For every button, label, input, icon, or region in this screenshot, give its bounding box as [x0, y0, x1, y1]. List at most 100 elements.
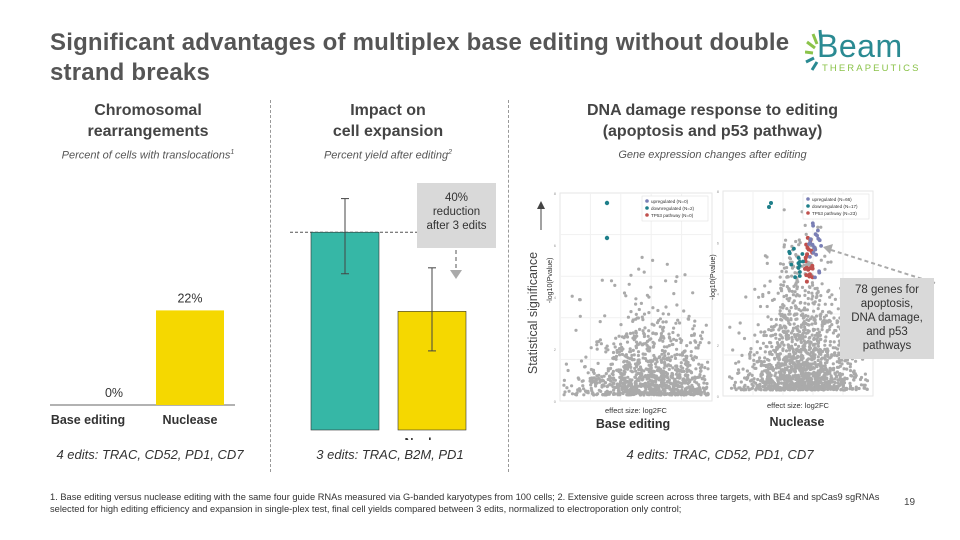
scatter-point: [673, 356, 678, 360]
scatter-point: [634, 369, 638, 373]
slide-title: Significant advantages of multiplex base…: [50, 29, 790, 86]
scatter-point: [660, 378, 665, 383]
scatter-point: [637, 361, 642, 365]
scatter-point: [691, 327, 695, 331]
scatter-point: [665, 262, 669, 266]
scatter-point: [763, 254, 767, 258]
bar-nuclease: [156, 310, 224, 405]
scatter-point: [820, 282, 824, 286]
scatter-point: [654, 357, 659, 361]
scatter-point: [865, 379, 870, 383]
scatter-point: [806, 260, 810, 264]
scatter-point: [685, 386, 689, 390]
scatter-point: [664, 305, 668, 309]
callout-line: DNA damage,: [851, 312, 923, 324]
scatter-point: [780, 375, 784, 380]
scatter-point: [662, 345, 666, 349]
scatter-point: [630, 370, 634, 374]
scatter-point: [621, 347, 625, 351]
scatter-point: [810, 281, 814, 285]
scatter-point: [634, 317, 638, 321]
volcano-base-editing: upregulated (N=0) downregulated (N=2) TP53…: [547, 191, 713, 415]
scatter-point: [633, 385, 637, 389]
scatter-point: [637, 267, 641, 271]
scatter-point: [728, 325, 732, 329]
scatter-point: [809, 380, 813, 385]
up-point: [814, 252, 818, 257]
scatter-point: [678, 384, 682, 389]
panel1-title: Chromosomal rearrangements: [48, 100, 248, 142]
scatter-point: [807, 323, 811, 327]
scatter-point: [794, 306, 798, 310]
scatter-point: [637, 307, 641, 312]
tp53-point: [807, 272, 812, 277]
scatter-point: [757, 387, 761, 391]
scatter-point: [831, 331, 835, 335]
scatter-point: [787, 288, 791, 292]
scatter-point: [789, 306, 793, 310]
scatter-point: [809, 362, 813, 366]
scatter-point: [829, 374, 833, 378]
scatter-point: [786, 329, 790, 333]
scatter-point: [800, 285, 805, 289]
scatter-point: [797, 307, 801, 311]
scatter-point: [615, 382, 620, 386]
scatter-point: [690, 383, 694, 387]
scatter-point: [814, 296, 818, 300]
scatter-point: [799, 362, 803, 367]
scatter-point: [623, 370, 627, 374]
scatter-point: [562, 393, 566, 397]
scatter-point: [617, 350, 622, 354]
scatter-point: [754, 388, 758, 392]
scatter-point: [835, 321, 839, 325]
scatter-point: [582, 387, 586, 391]
scatter-point: [664, 383, 669, 387]
scatter-point: [681, 366, 685, 370]
scatter-point: [678, 375, 682, 379]
scatter-point: [647, 295, 651, 299]
scatter-point: [804, 371, 808, 375]
scatter-point: [827, 371, 831, 375]
scatter-point: [817, 380, 821, 385]
scatter-point: [789, 379, 793, 383]
scatter-point: [630, 357, 634, 361]
scatter-point: [693, 376, 697, 380]
scatter-point: [663, 349, 667, 353]
scatter-point: [827, 288, 831, 292]
scatter-point: [823, 321, 827, 325]
scatter-point: [832, 340, 836, 344]
scatter-point: [687, 314, 691, 318]
scatter-point: [657, 368, 661, 372]
down-point: [801, 259, 805, 264]
scatter-point: [609, 379, 613, 383]
callout-line: pathways: [862, 340, 912, 352]
scatter-point: [658, 325, 662, 329]
scatter-point: [684, 373, 688, 377]
scatter-point: [705, 382, 709, 386]
scatter-point: [633, 375, 638, 379]
scatter-point: [736, 371, 740, 375]
scatter-point: [646, 345, 650, 349]
scatter-point: [674, 321, 678, 325]
scatter-point: [851, 387, 855, 391]
scatter-point: [769, 317, 773, 321]
scatter-point: [829, 355, 833, 359]
scatter-point: [675, 347, 679, 351]
scatter-point: [844, 386, 848, 391]
scatter-point: [691, 291, 695, 295]
scatter-point: [770, 352, 774, 357]
scatter-point: [638, 373, 643, 377]
scatter-point: [831, 346, 835, 350]
scatter-point: [819, 376, 823, 380]
scatter-point: [702, 374, 706, 378]
tp53-point: [803, 255, 808, 260]
scatter-point: [637, 379, 641, 383]
scatter-point: [621, 387, 625, 391]
scatter-point: [651, 306, 655, 310]
tick-label: 8: [717, 189, 720, 194]
scatter-point: [737, 360, 741, 364]
scatter-point: [737, 331, 741, 335]
scatter-point: [807, 345, 812, 349]
scatter-point: [813, 287, 817, 291]
scatter-point: [819, 362, 823, 366]
